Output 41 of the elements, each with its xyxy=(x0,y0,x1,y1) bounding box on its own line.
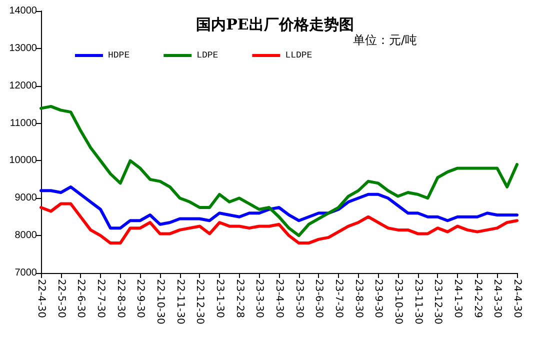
x-tick-label: 23-11-30 xyxy=(412,279,424,324)
text: 单位：元/吨 xyxy=(353,33,418,47)
y-tick-label: 12000 xyxy=(9,80,38,92)
y-tick-label: 7000 xyxy=(14,268,38,278)
x-tick-label: 23-5-30 xyxy=(293,279,304,318)
x-tick-label: 22-10-30 xyxy=(154,279,166,324)
x-tick-label: 22-6-30 xyxy=(75,279,86,318)
y-tick-label: 14000 xyxy=(9,6,38,16)
line-series xyxy=(40,104,518,238)
x-tick-label: 23-1-30 xyxy=(214,279,225,318)
legend-label: LLDPE xyxy=(285,50,312,60)
legend-label: HDPE xyxy=(108,50,130,60)
line-series xyxy=(40,185,518,230)
y-tick-label: 9000 xyxy=(14,192,38,204)
x-tick-label: 22-9-30 xyxy=(134,279,146,318)
x-tick-label: 22-4-30 xyxy=(36,279,46,318)
x-tick-label: 23-12-30 xyxy=(432,279,444,324)
x-tick-label: 22-5-30 xyxy=(55,279,66,318)
x-tick-label: 23-6-30 xyxy=(313,279,324,318)
x-tick-label: 23-9-30 xyxy=(372,279,384,318)
line-series xyxy=(40,202,518,245)
chart-title: 国内PE出厂价格走势图 xyxy=(196,16,354,34)
x-tick-label: 24-2-29 xyxy=(472,279,483,318)
x-tick-label: 23-3-30 xyxy=(254,279,265,318)
x-tick-label: 23-2-28 xyxy=(234,279,245,318)
y-tick-label: 8000 xyxy=(14,230,38,242)
y-tick-label: 10000 xyxy=(9,155,38,166)
x-tick-label: 23-10-30 xyxy=(392,279,404,324)
x-tick-label: 22-12-30 xyxy=(194,279,206,324)
x-tick-label: 24-4-30 xyxy=(512,279,522,318)
x-tick-label: 22-11-30 xyxy=(174,279,186,324)
x-tick-label: 23-4-30 xyxy=(274,279,284,318)
y-tick-label: 11000 xyxy=(10,118,38,129)
legend-label: LDPE xyxy=(196,50,218,60)
y-tick-label: 13000 xyxy=(9,42,38,54)
x-tick-label: 22-8-30 xyxy=(114,279,126,318)
x-tick-label: 24-3-30 xyxy=(492,279,503,318)
x-tick-label: 23-7-30 xyxy=(333,279,344,318)
x-tick-label: 22-7-30 xyxy=(95,279,106,318)
x-tick-label: 24-1-30 xyxy=(452,279,463,318)
x-tick-label: 23-8-30 xyxy=(352,279,364,318)
